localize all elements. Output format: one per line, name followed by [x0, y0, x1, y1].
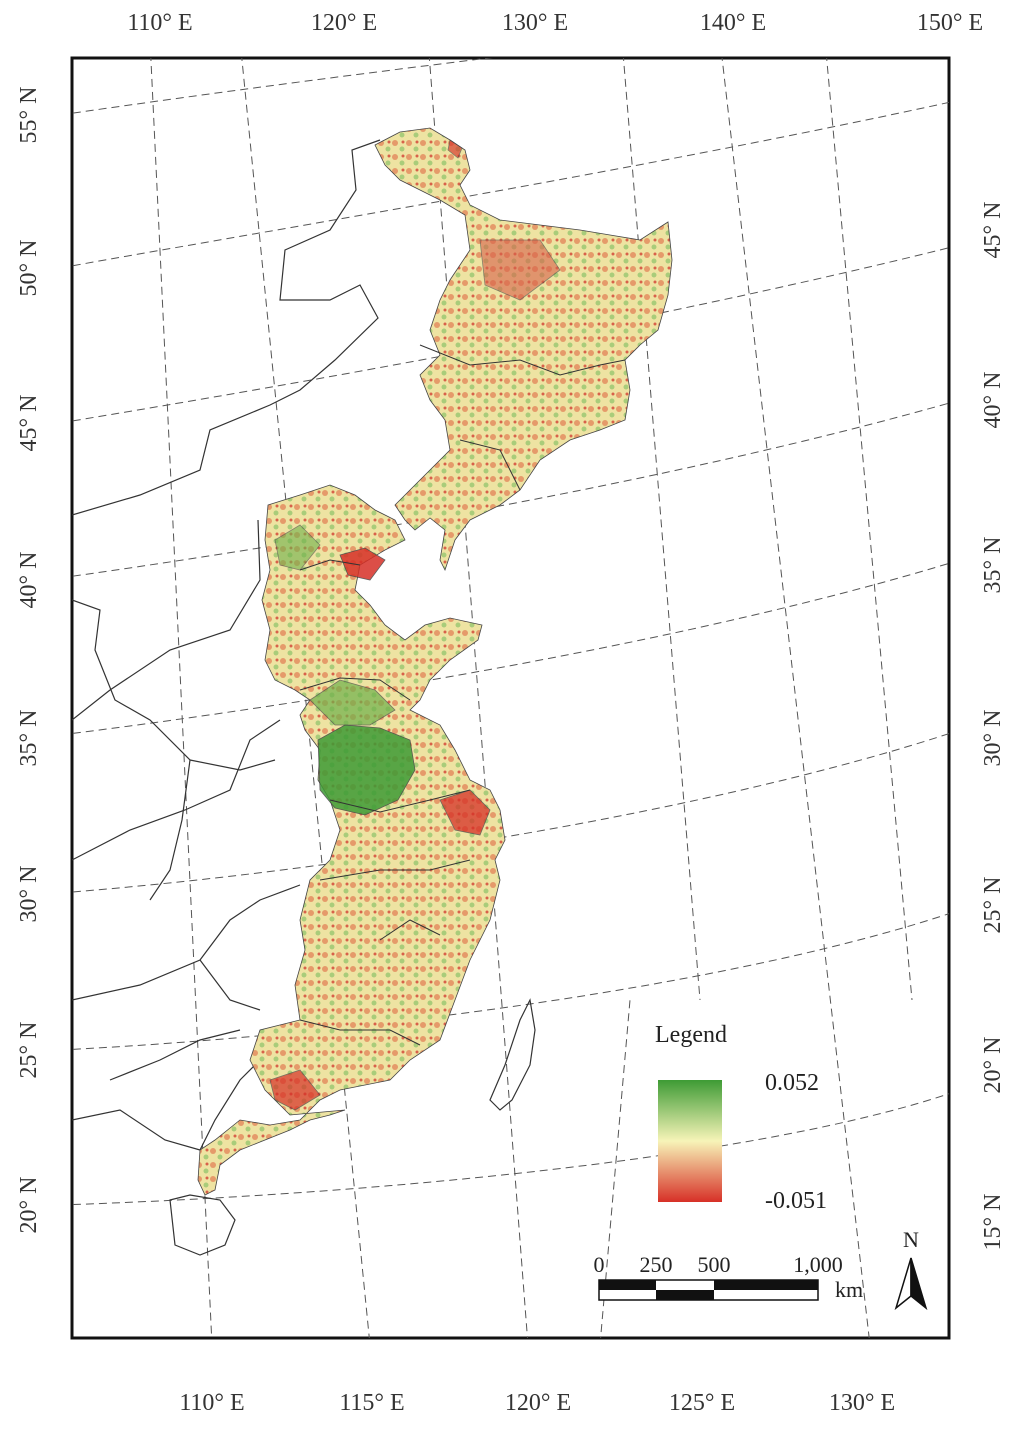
- scale-unit: km: [835, 1277, 863, 1302]
- right-lat-label: 25° N: [980, 877, 1006, 934]
- right-lat-label: 30° N: [980, 710, 1006, 767]
- province-boundaries: [72, 139, 536, 1256]
- top-lon-label: 110° E: [127, 10, 192, 36]
- top-longitude-labels: 110° E 120° E 130° E 140° E 150° E: [127, 10, 983, 36]
- right-lat-label: 45° N: [980, 202, 1006, 259]
- top-lon-label: 120° E: [311, 10, 377, 36]
- right-lat-label: 40° N: [980, 372, 1006, 429]
- top-lon-label: 130° E: [502, 10, 568, 36]
- left-lat-label: 55° N: [16, 87, 42, 144]
- north-label: N: [903, 1227, 919, 1252]
- study-province-boundaries: [299, 344, 626, 1046]
- right-latitude-labels: 45° N 40° N 35° N 30° N 25° N 20° N 15° …: [980, 202, 1006, 1251]
- scale-tick-label: 500: [698, 1252, 731, 1277]
- left-lat-label: 20° N: [16, 1177, 42, 1234]
- legend: Legend 0.052 -0.051: [655, 1022, 827, 1214]
- scale-tick-label: 250: [640, 1252, 673, 1277]
- study-region: [197, 127, 673, 1196]
- left-latitude-labels: 55° N 50° N 45° N 40° N 35° N 30° N 25° …: [16, 87, 42, 1234]
- right-lat-label: 35° N: [980, 537, 1006, 594]
- north-arrow-icon: N: [894, 1227, 928, 1311]
- left-lat-label: 25° N: [16, 1022, 42, 1079]
- legend-min-label: -0.051: [765, 1188, 827, 1214]
- bottom-longitude-labels: 110° E 115° E 120° E 125° E 130° E: [179, 1390, 895, 1416]
- scale-tick-label: 1,000: [793, 1252, 843, 1277]
- right-lat-label: 20° N: [980, 1037, 1006, 1094]
- scale-bar: 0 250 500 1,000 km: [594, 1252, 864, 1302]
- legend-title: Legend: [655, 1022, 727, 1048]
- legend-color-ramp: [658, 1080, 722, 1202]
- legend-max-label: 0.052: [765, 1070, 819, 1096]
- top-lon-label: 150° E: [917, 10, 983, 36]
- bottom-lon-label: 130° E: [829, 1390, 895, 1416]
- left-lat-label: 50° N: [16, 240, 42, 297]
- bottom-lon-label: 110° E: [179, 1390, 244, 1416]
- right-lat-label: 15° N: [980, 1194, 1006, 1251]
- bottom-lon-label: 120° E: [505, 1390, 571, 1416]
- top-lon-label: 140° E: [700, 10, 766, 36]
- bottom-lon-label: 115° E: [339, 1390, 404, 1416]
- left-lat-label: 40° N: [16, 552, 42, 609]
- left-lat-label: 35° N: [16, 710, 42, 767]
- left-lat-label: 30° N: [16, 866, 42, 923]
- bottom-lon-label: 125° E: [669, 1390, 735, 1416]
- left-lat-label: 45° N: [16, 395, 42, 452]
- scale-tick-label: 0: [594, 1252, 605, 1277]
